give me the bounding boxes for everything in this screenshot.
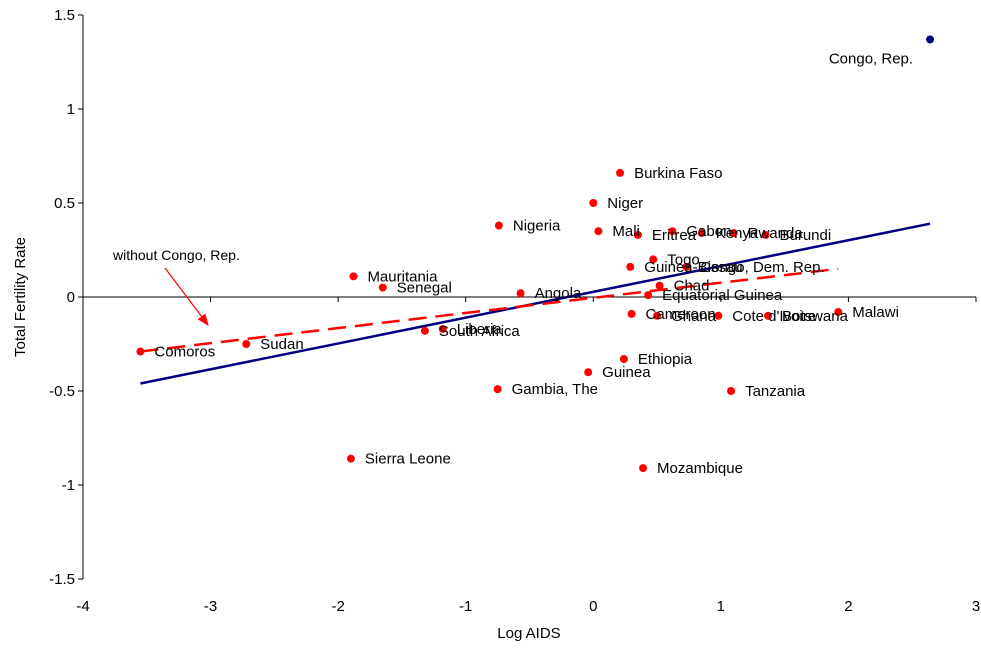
point-label: Rwanda [748, 225, 804, 242]
data-point [616, 168, 625, 177]
x-tick-label: -4 [76, 598, 89, 615]
data-point [653, 311, 662, 320]
data-point [926, 35, 935, 44]
point-label: Liberia [457, 321, 503, 338]
data-point [649, 255, 658, 264]
fit-line-all [140, 222, 931, 385]
point-label: Gabon [686, 223, 731, 240]
data-point [378, 283, 387, 292]
point-label: Chad [674, 278, 710, 295]
data-point [242, 340, 251, 348]
data-point [619, 355, 628, 364]
point-label: Mauritania [367, 268, 438, 285]
data-point [714, 311, 723, 320]
data-point [633, 230, 642, 239]
data-point [639, 464, 648, 473]
point-label: Guinea-Bissau [644, 259, 742, 276]
data-point [594, 227, 603, 236]
x-tick-label: -1 [459, 598, 472, 615]
point-label: Angola [535, 285, 582, 302]
y-tick-label: -0.5 [49, 383, 75, 400]
data-point [589, 199, 598, 207]
data-point [655, 281, 664, 290]
data-point [668, 227, 677, 236]
fit-line-without-congo [140, 267, 839, 353]
data-point [627, 309, 636, 318]
point-label: Mozambique [657, 460, 743, 477]
y-axis: -1.5 -1 -0.5 0 0.5 1 1.5 [49, 7, 84, 588]
y-tick-label: 0 [67, 289, 75, 306]
annotation-group: without Congo, Rep. [112, 247, 240, 326]
y-tick-label: -1.5 [49, 571, 75, 588]
point-label: Mali [612, 223, 640, 240]
point-label: Guinea [602, 364, 651, 381]
point-label: Sierra Leone [365, 451, 451, 468]
annotation-arrow [164, 267, 209, 326]
data-point [420, 326, 429, 335]
point-label: Tanzania [745, 383, 806, 400]
point-label: Equatorial Guinea [662, 287, 783, 304]
data-point [516, 289, 525, 298]
point-label: Botswana [782, 308, 849, 325]
data-point [346, 454, 355, 463]
x-axis-title: Log AIDS [497, 625, 560, 642]
data-point [494, 221, 503, 230]
data-point [764, 311, 773, 320]
point-label: Congo, Rep. [829, 50, 913, 67]
data-point [727, 387, 736, 395]
point-label: Niger [607, 195, 643, 212]
point-label: Kenya [716, 225, 759, 242]
data-point [493, 385, 502, 394]
data-point [136, 347, 145, 356]
data-point [626, 262, 635, 271]
point-label: Senegal [397, 280, 452, 297]
data-point [729, 229, 738, 238]
x-tick-label: 1 [717, 598, 725, 615]
fit-lines [140, 222, 931, 385]
point-label: Burundi [780, 227, 832, 244]
point-label: Nigeria [513, 218, 561, 235]
x-tick-label: 3 [972, 598, 980, 615]
point-label: Cameroon [646, 306, 716, 323]
point-label: Comoros [154, 344, 215, 361]
point-label: Ghana [671, 308, 717, 325]
x-tick-label: 0 [589, 598, 597, 615]
x-tick-label: 2 [844, 598, 852, 615]
y-tick-label: 0.5 [54, 195, 75, 212]
data-point [834, 308, 843, 317]
data-point [349, 272, 358, 281]
point-label: South Africa [439, 323, 521, 340]
point-label: Malawi [852, 304, 899, 321]
data-point [584, 368, 593, 377]
y-tick-label: 1.5 [54, 7, 75, 24]
y-tick-label: 1 [67, 101, 75, 118]
x-axis: -4 -3 -2 -1 0 1 2 3 [76, 296, 980, 615]
point-label: Ethiopia [638, 351, 693, 368]
x-tick-label: -2 [331, 598, 344, 615]
data-points [136, 35, 935, 473]
point-label: Togo [667, 251, 700, 268]
data-point [644, 291, 653, 300]
data-point [761, 230, 770, 239]
point-label: Burkina Faso [634, 165, 722, 182]
point-label: Congo, Dem. Rep. [700, 259, 824, 276]
data-point [682, 262, 691, 271]
annotation-without-congo: without Congo, Rep. [112, 247, 240, 263]
x-tick-label: -3 [204, 598, 217, 615]
point-label: Eritrea [652, 227, 697, 244]
y-tick-label: -1 [62, 477, 75, 494]
point-label: Sudan [260, 336, 303, 353]
y-axis-title: Total Fertility Rate [12, 237, 29, 357]
data-point [697, 229, 706, 238]
data-point [438, 324, 447, 333]
point-label: Gambia, The [512, 381, 598, 398]
point-label: Cote d'Ivoire [732, 308, 816, 325]
